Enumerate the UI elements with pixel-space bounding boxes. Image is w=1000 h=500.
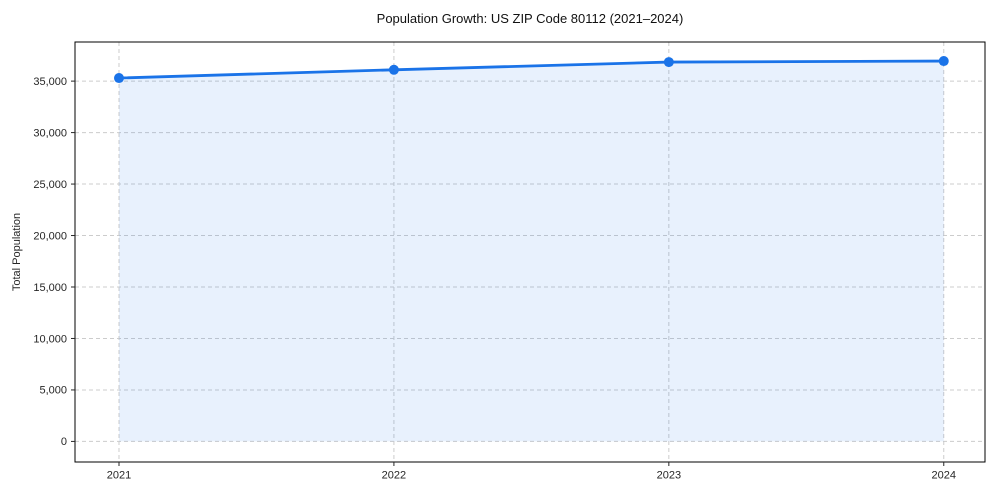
data-line (117, 59, 946, 80)
data-point-marker (113, 73, 124, 84)
chart-title: Population Growth: US ZIP Code 80112 (20… (376, 11, 684, 26)
area-fill (118, 61, 944, 442)
data-point-marker (663, 57, 674, 68)
x-tick-label: 2024 (932, 470, 956, 482)
plot-border (74, 41, 986, 463)
data-point-marker (388, 64, 399, 75)
x-tick-label: 2021 (107, 470, 131, 482)
x-tick-label: 2022 (382, 470, 406, 482)
data-point-marker (938, 56, 949, 67)
y-tick-label: 30,000 (33, 127, 67, 139)
y-tick-label: 15,000 (33, 282, 67, 294)
y-tick-label: 35,000 (33, 76, 67, 88)
y-tick-label: 5,000 (39, 385, 67, 397)
y-tick-label: 20,000 (33, 230, 67, 242)
y-tick-label: 10,000 (33, 333, 67, 345)
x-tick-label: 2023 (657, 470, 681, 482)
y-tick-label: 25,000 (33, 179, 67, 191)
y-tick-label: 0 (61, 436, 67, 448)
